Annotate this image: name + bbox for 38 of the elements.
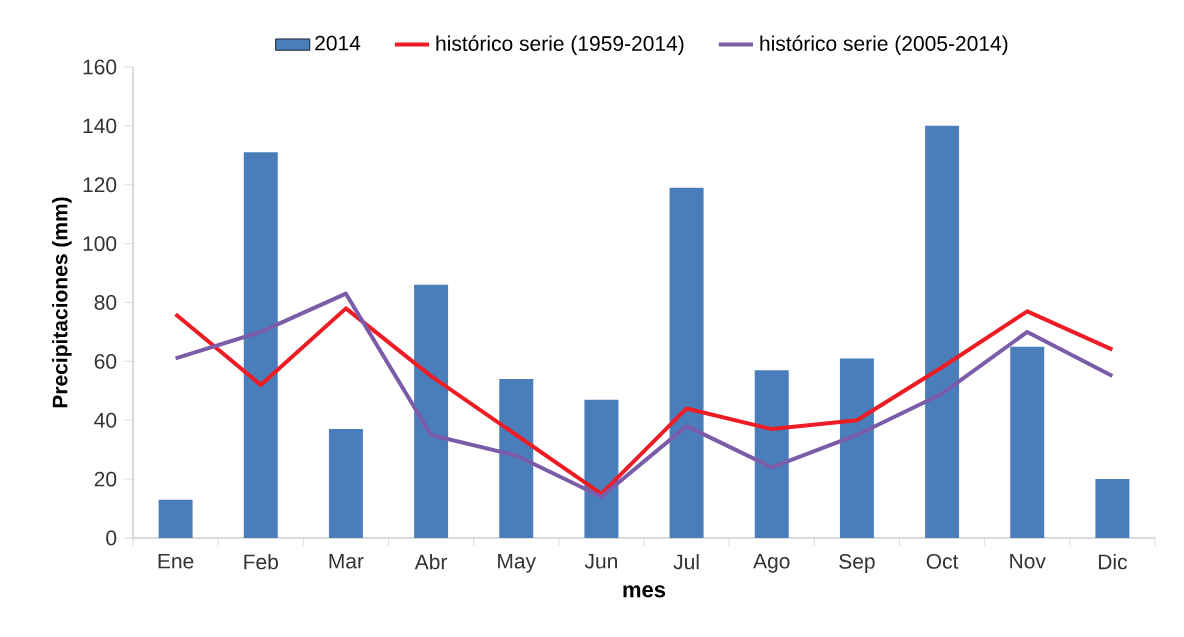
y-tick-label: 140 — [83, 118, 117, 134]
bar — [243, 152, 278, 538]
y-tick-label: 120 — [83, 177, 117, 193]
x-tick-label: Oct — [926, 553, 959, 569]
y-tick-label: 160 — [83, 59, 117, 75]
bar — [414, 284, 449, 538]
bar — [584, 399, 619, 538]
y-tick-label: 100 — [83, 236, 117, 252]
x-tick-label: Ene — [158, 553, 194, 569]
y-tick-label: 40 — [94, 412, 117, 428]
x-tick-label: Feb — [244, 553, 278, 570]
legend-label: 2014 — [315, 35, 361, 51]
x-tick-label: Dic — [1098, 553, 1128, 570]
bar — [754, 370, 789, 538]
bar — [158, 499, 193, 538]
x-axis-title: mes — [623, 585, 666, 598]
x-tick-label: Jun — [584, 553, 617, 569]
y-axis-title: Precipitaciones (mm) — [52, 197, 72, 408]
x-tick-label: Nov — [1010, 553, 1046, 569]
y-tick-label: 20 — [94, 471, 117, 487]
x-tick-label: May — [498, 553, 537, 573]
x-tick-label: Ago — [753, 553, 790, 573]
bar — [328, 429, 363, 538]
legend-label: histórico serie (1959-2014) — [436, 35, 684, 56]
bar — [925, 125, 960, 538]
bar — [839, 358, 874, 538]
bar — [1095, 479, 1130, 538]
x-tick-label: Sep — [839, 553, 875, 573]
bar — [1010, 346, 1045, 538]
x-tick-label: Abr — [414, 553, 448, 570]
y-tick-label: 60 — [94, 353, 117, 369]
x-tick-label: Jul — [673, 553, 699, 570]
x-tick-label: Mar — [329, 553, 364, 569]
y-tick-label: 80 — [94, 295, 117, 310]
legend-label: histórico serie (2005-2014) — [760, 35, 1008, 56]
bar — [499, 379, 534, 538]
bar — [669, 187, 704, 538]
y-tick-label: 0 — [106, 530, 117, 546]
